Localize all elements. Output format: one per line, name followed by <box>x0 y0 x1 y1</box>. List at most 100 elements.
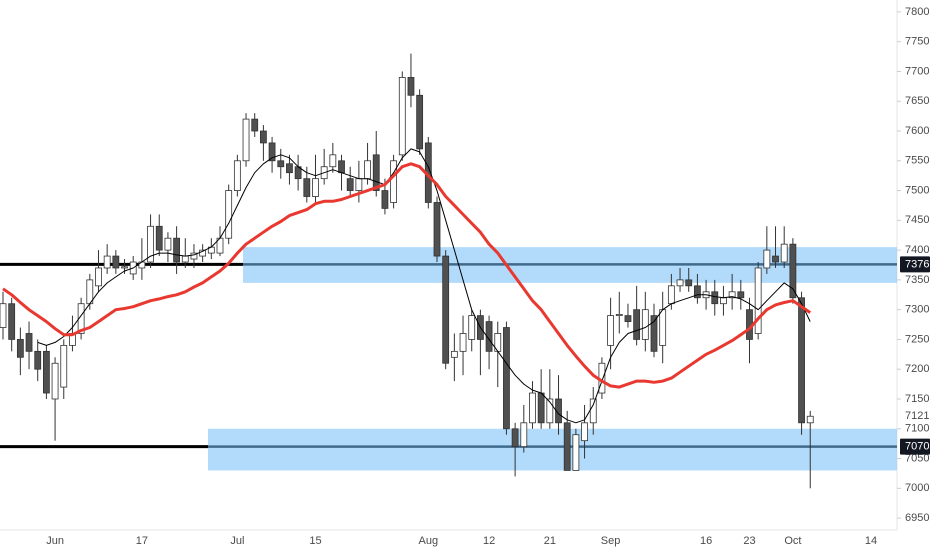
level-label-box <box>900 438 930 455</box>
candle-body <box>277 160 285 168</box>
candle-body <box>173 237 181 263</box>
candle-body <box>16 339 24 358</box>
candle-body <box>780 243 788 263</box>
candle-body <box>433 202 441 257</box>
y-tick-label: 7000 <box>905 482 929 494</box>
candle-body <box>338 160 345 174</box>
candle-body <box>364 160 371 180</box>
candle-body <box>754 267 762 334</box>
candle-body <box>737 291 745 299</box>
candle-body <box>233 160 241 191</box>
x-tick-label: 15 <box>309 535 321 547</box>
candle-body <box>806 415 814 424</box>
y-tick-label: 7050 <box>905 452 929 464</box>
candle-body <box>416 94 424 150</box>
candle-body <box>728 291 736 299</box>
candle-body <box>798 297 805 424</box>
x-tick-label: Jun <box>46 535 64 547</box>
candle-body <box>242 118 250 162</box>
y-tick-label: 6950 <box>905 512 929 524</box>
y-tick-label: 7650 <box>905 95 929 107</box>
x-tick-label: Jul <box>230 535 244 547</box>
x-tick-label: 12 <box>483 535 495 547</box>
candle-body <box>563 422 571 471</box>
candle-body <box>667 285 675 305</box>
y-tick-label: 7550 <box>905 155 929 167</box>
y-tick-label: 7700 <box>905 65 929 77</box>
candle-body <box>121 266 128 269</box>
candle-body <box>676 279 684 287</box>
y-tick-label: 7400 <box>905 244 929 256</box>
x-tick-label: Oct <box>784 535 801 547</box>
candle-body <box>624 315 632 322</box>
candle-body <box>520 422 528 448</box>
y-tick-label: 7800 <box>905 6 929 18</box>
candle-body <box>607 315 614 346</box>
y-tick-label: 7150 <box>905 393 929 405</box>
candle-body <box>589 398 597 424</box>
candle-body <box>225 190 233 239</box>
y-tick-label: 7350 <box>905 274 929 286</box>
candle-body <box>181 255 189 263</box>
moving-average-line <box>2 162 812 389</box>
candle-body <box>312 178 319 197</box>
candle-body <box>251 118 259 132</box>
candle-body <box>268 142 276 162</box>
candle-body <box>407 77 415 96</box>
y-tick-label: 7300 <box>905 304 929 316</box>
x-tick-label: 23 <box>743 535 755 547</box>
candle-body <box>164 237 172 251</box>
candle-body <box>95 267 102 287</box>
candle-body <box>381 190 389 209</box>
candle-body <box>529 392 536 424</box>
candle-body <box>581 422 588 442</box>
candle-body <box>485 321 493 352</box>
candle-body <box>685 279 693 287</box>
candle-body <box>346 178 354 191</box>
candle-body <box>511 428 519 448</box>
candle-body <box>34 350 42 370</box>
candle-body <box>503 327 510 430</box>
candle-body <box>103 255 111 269</box>
candle-body <box>8 303 16 340</box>
x-tick-label: Sep <box>601 535 621 547</box>
candle-body <box>459 333 467 352</box>
candle-body <box>155 225 163 251</box>
y-tick-label: 7600 <box>905 125 929 137</box>
x-tick-label: Aug <box>419 535 439 547</box>
candle-body <box>711 291 719 305</box>
candle-body <box>372 154 380 191</box>
y-tick-label: 7100 <box>905 423 929 435</box>
y-tick-label: 7500 <box>905 184 929 196</box>
candle-body <box>286 163 293 174</box>
y-tick-label: 7450 <box>905 214 929 226</box>
candle-body <box>147 225 154 263</box>
x-tick-label: 14 <box>865 535 877 547</box>
candle-body <box>60 344 68 388</box>
candle-body <box>51 362 59 400</box>
candle-body <box>572 434 580 471</box>
candle-body <box>650 315 658 352</box>
candle-body <box>694 285 701 299</box>
candle-body <box>615 314 623 317</box>
candle-body <box>199 249 207 257</box>
candle-body <box>303 178 311 197</box>
zone <box>208 428 897 471</box>
candle-body <box>442 255 450 364</box>
candle-body <box>25 333 33 352</box>
level-label: 7376 <box>905 258 929 270</box>
x-tick-label: 16 <box>700 535 712 547</box>
candle-body <box>259 130 267 144</box>
y-tick-label: 7200 <box>905 363 929 375</box>
candle-body <box>772 255 779 263</box>
candle-body <box>659 309 667 346</box>
candle-body <box>789 243 797 299</box>
candle-body <box>0 303 7 328</box>
x-tick-label: 21 <box>544 535 556 547</box>
moving-average-line <box>37 148 811 424</box>
candle-body <box>390 160 398 203</box>
candle-body <box>641 309 649 340</box>
candle-body <box>329 154 337 168</box>
